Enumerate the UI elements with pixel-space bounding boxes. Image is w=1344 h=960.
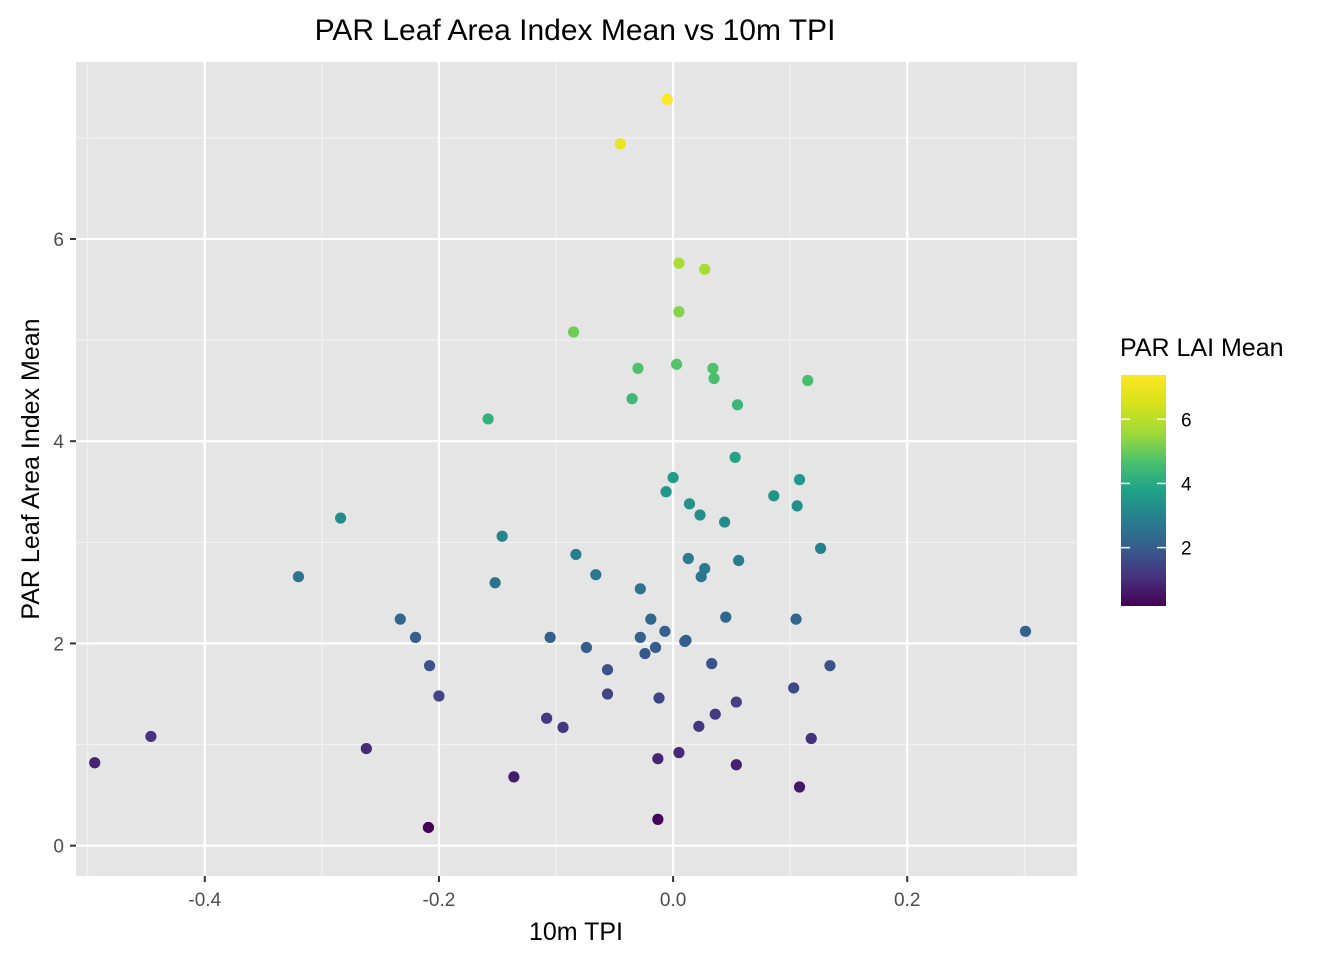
data-point: [660, 486, 672, 498]
data-point: [790, 613, 802, 625]
data-point: [730, 759, 742, 771]
colorbar-tick-label: 2: [1181, 539, 1192, 560]
data-point: [634, 631, 646, 643]
data-point: [793, 781, 806, 793]
y-tick-label: 6: [53, 230, 64, 251]
data-point: [661, 93, 673, 106]
data-point: [433, 690, 445, 702]
data-point: [645, 613, 657, 625]
data-point: [634, 583, 646, 595]
data-point: [699, 263, 711, 275]
data-point: [632, 362, 644, 374]
minor-gridlines: [76, 62, 1077, 876]
data-point: [508, 771, 520, 783]
data-point: [682, 552, 694, 565]
data-point: [788, 682, 800, 694]
data-point: [541, 712, 553, 724]
colorbar: [1121, 375, 1166, 606]
y-axis-ticks: 0 2 4 6: [53, 230, 76, 858]
data-point: [482, 413, 494, 425]
data-point: [570, 548, 582, 561]
data-point: [639, 647, 651, 660]
data-point: [671, 358, 683, 370]
data-point: [489, 577, 501, 589]
x-axis-title: 10m TPI: [529, 918, 623, 946]
data-point: [802, 374, 814, 387]
data-point: [720, 611, 732, 623]
color-legend: PAR LAI Mean 2 4 6: [1120, 334, 1284, 606]
data-point: [815, 542, 827, 554]
y-tick-label: 4: [53, 432, 64, 453]
data-point: [145, 730, 157, 743]
data-point: [422, 821, 434, 834]
data-point: [89, 757, 101, 769]
data-points: [89, 93, 1032, 834]
data-point: [601, 664, 614, 676]
data-point: [793, 474, 806, 486]
data-point: [729, 451, 741, 463]
data-point: [693, 720, 705, 732]
data-point: [360, 742, 372, 755]
data-point: [590, 569, 602, 581]
data-point: [409, 631, 422, 643]
plot-panel: [76, 62, 1077, 876]
data-point: [580, 641, 593, 654]
data-point: [652, 813, 664, 825]
data-point: [719, 516, 731, 528]
data-point: [667, 471, 679, 484]
data-point: [496, 530, 508, 542]
data-point: [544, 631, 556, 643]
data-point: [679, 635, 691, 648]
legend-title: PAR LAI Mean: [1120, 334, 1284, 362]
y-axis-title: PAR Leaf Area Index Mean: [17, 318, 45, 619]
data-point: [695, 571, 707, 583]
data-point: [601, 688, 614, 700]
major-gridlines: [76, 62, 1077, 876]
data-point: [708, 372, 720, 385]
x-tick-label: -0.4: [188, 890, 221, 911]
x-tick-label: 0.0: [660, 890, 686, 911]
data-point: [423, 660, 436, 672]
colorbar-ticks: 2 4 6: [1121, 410, 1192, 560]
data-point: [709, 708, 721, 720]
data-point: [730, 696, 742, 708]
x-tick-label: 0.2: [894, 890, 920, 911]
x-tick-label: -0.2: [423, 890, 456, 911]
x-axis-ticks: -0.4 -0.2 0.0 0.2: [188, 876, 920, 911]
data-point: [614, 138, 627, 150]
colorbar-tick-label: 4: [1181, 474, 1192, 495]
colorbar-tick-label: 6: [1181, 410, 1192, 431]
data-point: [733, 554, 745, 567]
y-tick-label: 2: [53, 634, 64, 655]
data-point: [653, 692, 665, 704]
data-point: [292, 571, 305, 583]
y-tick-label: 0: [53, 837, 64, 858]
data-point: [683, 498, 696, 510]
data-point: [649, 641, 662, 654]
data-point: [567, 326, 580, 338]
data-point: [731, 399, 744, 411]
data-point: [791, 500, 803, 512]
data-point: [694, 509, 706, 521]
data-point: [659, 625, 671, 637]
data-point: [673, 747, 685, 759]
data-point: [707, 362, 719, 374]
data-point: [706, 658, 718, 670]
data-point: [1019, 625, 1032, 637]
data-point: [805, 732, 817, 745]
data-point: [824, 660, 836, 672]
data-point: [334, 512, 347, 524]
data-point: [557, 721, 569, 733]
chart-title: PAR Leaf Area Index Mean vs 10m TPI: [315, 14, 836, 47]
data-point: [394, 613, 406, 625]
data-point: [673, 306, 685, 318]
data-point: [626, 393, 638, 405]
data-point: [768, 490, 780, 502]
data-point: [652, 753, 664, 765]
data-point: [673, 257, 685, 269]
